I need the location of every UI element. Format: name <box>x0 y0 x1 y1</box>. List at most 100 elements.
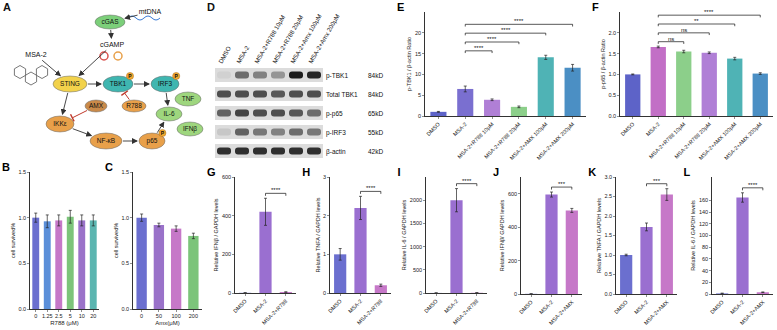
svg-text:***: *** <box>558 181 566 187</box>
svg-text:MSA-2+Amx 100μM: MSA-2+Amx 100μM <box>289 13 323 65</box>
svg-text:2.0: 2.0 <box>608 30 616 36</box>
svg-text:R788: R788 <box>126 102 142 109</box>
svg-text:1000: 1000 <box>409 244 421 250</box>
svg-text:0.0: 0.0 <box>605 291 613 297</box>
svg-text:Relative TNFA / GAPDH levels: Relative TNFA / GAPDH levels <box>315 197 321 272</box>
svg-text:TNF: TNF <box>182 95 195 102</box>
svg-text:cell survived%: cell survived% <box>10 223 16 258</box>
svg-text:MSA-2: MSA-2 <box>347 298 363 314</box>
svg-text:55kD: 55kD <box>368 129 383 136</box>
svg-text:5: 5 <box>69 313 72 319</box>
svg-text:p-TBK1 / β-actin Ratio: p-TBK1 / β-actin Ratio <box>406 37 412 91</box>
svg-text:2.5: 2.5 <box>605 193 613 199</box>
svg-text:2.5: 2.5 <box>55 313 63 319</box>
svg-text:0: 0 <box>418 113 421 119</box>
svg-text:1.0: 1.0 <box>608 71 616 77</box>
svg-text:MSA-2+AMX 100μM: MSA-2+AMX 100μM <box>509 121 549 161</box>
svg-text:D: D <box>207 1 215 13</box>
svg-text:1.5: 1.5 <box>18 169 26 175</box>
svg-text:MSA-2+R788: MSA-2+R788 <box>451 298 479 326</box>
svg-text:p-p65 / β-actin Ratio: p-p65 / β-actin Ratio <box>600 39 606 89</box>
svg-text:400: 400 <box>222 213 231 219</box>
svg-text:0: 0 <box>323 290 326 296</box>
svg-text:100: 100 <box>698 232 707 238</box>
svg-text:100: 100 <box>172 313 181 319</box>
svg-text:DMSO: DMSO <box>232 298 248 314</box>
svg-text:MSA-2: MSA-2 <box>538 299 554 315</box>
svg-text:120: 120 <box>698 221 707 227</box>
svg-text:60: 60 <box>701 256 707 262</box>
svg-text:10: 10 <box>415 71 421 77</box>
svg-text:65kD: 65kD <box>368 110 383 117</box>
svg-text:****: **** <box>474 45 484 51</box>
svg-text:0: 0 <box>705 291 708 297</box>
svg-text:600: 600 <box>508 191 517 197</box>
svg-text:MSA-2: MSA-2 <box>645 121 661 137</box>
svg-text:cGAMP: cGAMP <box>100 41 124 48</box>
svg-text:Relative IFNβ / GAPDH levels: Relative IFNβ / GAPDH levels <box>213 198 219 271</box>
svg-text:MSA-2+Amx 200μM: MSA-2+Amx 200μM <box>307 13 341 65</box>
svg-text:42kD: 42kD <box>368 148 383 155</box>
svg-text:200: 200 <box>508 257 517 263</box>
svg-text:****: **** <box>501 27 511 33</box>
svg-text:0.0: 0.0 <box>18 306 26 312</box>
svg-text:0: 0 <box>419 290 422 296</box>
svg-text:DMSO: DMSO <box>425 121 441 137</box>
svg-text:40: 40 <box>701 268 707 274</box>
svg-text:20: 20 <box>90 313 96 319</box>
svg-text:0.5: 0.5 <box>121 260 129 266</box>
svg-text:DMSO: DMSO <box>518 299 534 315</box>
svg-text:0: 0 <box>228 290 231 296</box>
svg-text:MSA-2: MSA-2 <box>25 51 47 58</box>
svg-text:p65: p65 <box>147 137 158 145</box>
svg-text:MSA-2: MSA-2 <box>452 121 468 137</box>
svg-text:200: 200 <box>222 251 231 257</box>
svg-text:MSA-2: MSA-2 <box>729 299 745 315</box>
svg-text:500: 500 <box>413 267 422 273</box>
svg-text:1.0: 1.0 <box>18 215 26 221</box>
svg-text:0: 0 <box>34 313 37 319</box>
svg-text:1.25: 1.25 <box>42 313 53 319</box>
svg-text:1.0: 1.0 <box>605 252 613 258</box>
svg-text:80: 80 <box>701 244 707 250</box>
svg-text:Relative TNFA / GAPDH levels: Relative TNFA / GAPDH levels <box>596 198 602 273</box>
svg-text:IL-6: IL-6 <box>163 110 175 117</box>
svg-text:IKKε: IKKε <box>53 120 66 127</box>
svg-text:IFNβ: IFNβ <box>183 125 197 133</box>
svg-text:0: 0 <box>140 313 143 319</box>
svg-text:MSA-2+R788 10μM: MSA-2+R788 10μM <box>648 121 687 160</box>
svg-text:DMSO: DMSO <box>708 299 724 315</box>
svg-text:200: 200 <box>189 313 198 319</box>
svg-text:20: 20 <box>701 279 707 285</box>
svg-text:STING: STING <box>60 80 80 87</box>
svg-text:***: *** <box>653 178 661 184</box>
svg-text:84kD: 84kD <box>368 72 383 79</box>
svg-text:20: 20 <box>415 30 421 36</box>
svg-text:****: **** <box>366 185 376 191</box>
svg-text:DMSO: DMSO <box>423 298 439 314</box>
svg-text:MSA-2+AMX 200μM: MSA-2+AMX 200μM <box>535 121 575 161</box>
svg-text:2.0: 2.0 <box>605 213 613 219</box>
svg-text:MSA-2+AMX: MSA-2+AMX <box>548 299 575 326</box>
svg-text:MSA-2+AMX 200μM: MSA-2+AMX 200μM <box>723 121 763 161</box>
svg-text:1500: 1500 <box>409 220 421 226</box>
svg-text:MSA-2: MSA-2 <box>252 298 268 314</box>
svg-text:MSA-2+R788 20μM: MSA-2+R788 20μM <box>673 121 712 160</box>
svg-text:MSA-2+AMX 100μM: MSA-2+AMX 100μM <box>698 121 738 161</box>
svg-text:****: **** <box>748 182 758 188</box>
svg-text:600: 600 <box>222 174 231 180</box>
svg-text:MSA-2+AMX: MSA-2+AMX <box>738 299 765 326</box>
svg-text:A: A <box>3 1 11 13</box>
svg-text:MSA-2+R788 10μM: MSA-2+R788 10μM <box>456 121 495 160</box>
svg-text:140: 140 <box>698 209 707 215</box>
svg-text:p-IRF3: p-IRF3 <box>326 129 346 137</box>
svg-text:****: **** <box>487 36 497 42</box>
svg-text:IRF3: IRF3 <box>158 80 172 87</box>
svg-text:NF-κB: NF-κB <box>97 137 115 144</box>
svg-text:****: **** <box>704 9 714 15</box>
svg-text:1.5: 1.5 <box>605 232 613 238</box>
svg-text:160: 160 <box>698 197 707 203</box>
svg-text:Relative IL-6 / GAPDH levels: Relative IL-6 / GAPDH levels <box>690 200 696 271</box>
svg-text:DMSO: DMSO <box>619 121 635 137</box>
svg-text:MSA-2: MSA-2 <box>235 44 251 64</box>
